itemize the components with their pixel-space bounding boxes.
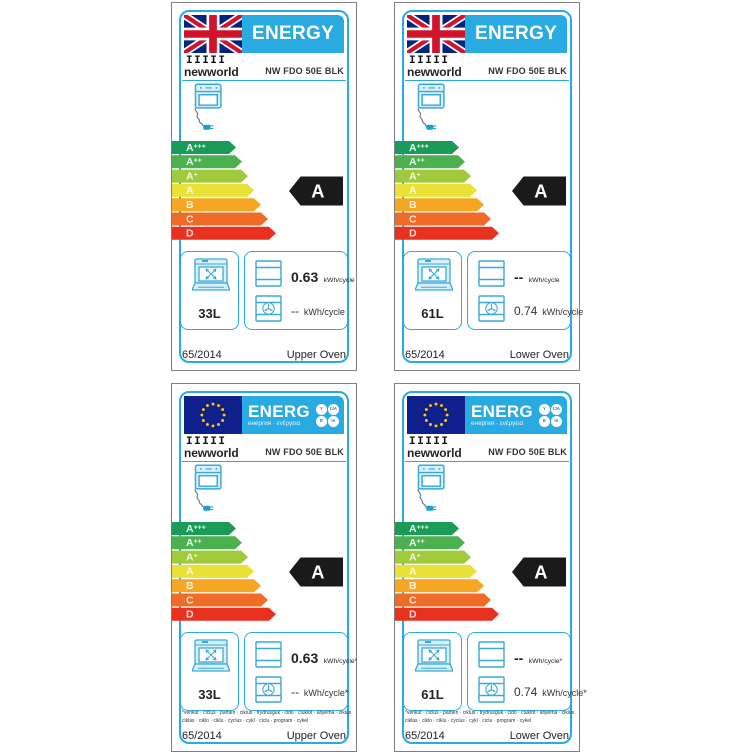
svg-text:D: D — [186, 228, 194, 240]
svg-text:A: A — [186, 566, 194, 578]
svg-text:B: B — [186, 580, 194, 592]
svg-text:A: A — [311, 562, 324, 583]
svg-text:B: B — [186, 199, 194, 211]
svg-text:D: D — [409, 228, 417, 240]
svg-text:C: C — [186, 213, 194, 225]
svg-text:A: A — [311, 181, 324, 202]
svg-text:A: A — [534, 562, 547, 583]
svg-text:A: A — [409, 566, 417, 578]
svg-text:D: D — [409, 609, 417, 621]
svg-text:C: C — [409, 213, 417, 225]
svg-text:B: B — [409, 580, 417, 592]
svg-text:C: C — [409, 594, 417, 606]
svg-text:A: A — [186, 185, 194, 197]
svg-text:B: B — [409, 199, 417, 211]
svg-text:A: A — [409, 185, 417, 197]
svg-text:C: C — [186, 594, 194, 606]
svg-text:A: A — [534, 181, 547, 202]
svg-text:D: D — [186, 609, 194, 621]
